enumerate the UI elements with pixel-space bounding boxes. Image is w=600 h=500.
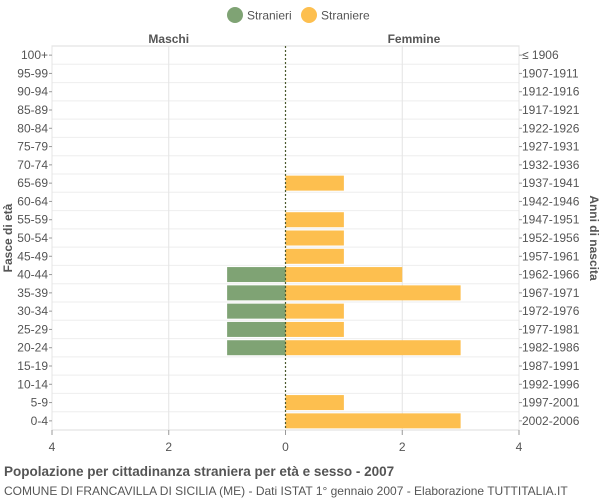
- bar-male: [227, 303, 286, 319]
- population-pyramid-chart: 4 2 0 2 4 100+ ≤ 1906 95-99 1907-1911 90-94 1912-1…: [1, 7, 600, 454]
- birth-year-label: 1922-1926: [522, 121, 580, 135]
- birth-year-label: 1977-1981: [522, 322, 580, 336]
- age-group-label: 90-94: [17, 85, 48, 99]
- legend-label-straniere: Straniere: [321, 9, 370, 23]
- age-group-label: 25-29: [17, 322, 48, 336]
- age-group-label: 30-34: [17, 304, 48, 318]
- birth-year-label: 1992-1996: [522, 377, 580, 391]
- age-group-label: 5-9: [31, 396, 49, 410]
- age-group-label: 80-84: [17, 121, 48, 135]
- birth-year-label: 1967-1971: [522, 286, 580, 300]
- age-group-label: 100+: [21, 48, 48, 62]
- bar-female: [285, 248, 344, 264]
- age-group-label: 45-49: [17, 249, 48, 263]
- bar-male: [227, 267, 286, 283]
- x-tick-label: 4: [49, 440, 56, 454]
- age-group-label: 35-39: [17, 286, 48, 300]
- legend-label-stranieri: Stranieri: [247, 9, 292, 23]
- birth-year-label: ≤ 1906: [522, 48, 559, 62]
- y-axis-label-left: Fasce di età: [1, 203, 15, 272]
- y-axis-label-right: Anni di nascita: [587, 195, 600, 281]
- birth-year-label: 1997-2001: [522, 396, 580, 410]
- chart-title: Popolazione per cittadinanza straniera p…: [4, 464, 395, 479]
- age-group-label: 0-4: [31, 414, 49, 428]
- age-group-label: 55-59: [17, 213, 48, 227]
- birth-year-label: 1952-1956: [522, 231, 580, 245]
- age-group-label: 65-69: [17, 176, 48, 190]
- birth-year-label: 1982-1986: [522, 341, 580, 355]
- birth-year-label: 1907-1911: [522, 66, 579, 80]
- birth-year-label: 1947-1951: [522, 213, 580, 227]
- bar-female: [285, 285, 461, 301]
- bar-female: [285, 395, 344, 411]
- birth-year-label: 1972-1976: [522, 304, 580, 318]
- bar-female: [285, 267, 403, 283]
- header-femmine: Femmine: [388, 32, 441, 46]
- chart-source: COMUNE DI FRANCAVILLA DI SICILIA (ME) - …: [4, 484, 568, 498]
- age-group-label: 50-54: [17, 231, 48, 245]
- bar-female: [285, 340, 461, 356]
- bar-female: [285, 413, 461, 429]
- birth-year-label: 2002-2006: [522, 414, 580, 428]
- bar-female: [285, 212, 344, 228]
- birth-year-label: 1932-1936: [522, 158, 580, 172]
- birth-year-label: 1937-1941: [522, 176, 580, 190]
- birth-year-label: 1942-1946: [522, 194, 580, 208]
- bar-female: [285, 175, 344, 191]
- x-tick-label: 2: [165, 440, 172, 454]
- age-group-label: 95-99: [17, 66, 48, 80]
- x-tick-label: 2: [399, 440, 406, 454]
- bar-male: [227, 321, 286, 337]
- birth-year-label: 1987-1991: [522, 359, 580, 373]
- age-group-label: 10-14: [17, 377, 48, 391]
- bar-female: [285, 230, 344, 246]
- legend-swatch-stranieri: [227, 7, 243, 23]
- bar-male: [227, 285, 286, 301]
- birth-year-label: 1912-1916: [522, 85, 580, 99]
- age-group-label: 85-89: [17, 103, 48, 117]
- age-group-label: 60-64: [17, 194, 48, 208]
- birth-year-label: 1927-1931: [522, 140, 580, 154]
- bar-female: [285, 321, 344, 337]
- birth-year-label: 1962-1966: [522, 268, 580, 282]
- age-group-label: 70-74: [17, 158, 48, 172]
- x-tick-label: 0: [282, 440, 289, 454]
- age-group-label: 20-24: [17, 341, 48, 355]
- birth-year-label: 1917-1921: [522, 103, 580, 117]
- age-group-label: 15-19: [17, 359, 48, 373]
- birth-year-label: 1957-1961: [522, 249, 580, 263]
- age-group-label: 75-79: [17, 140, 48, 154]
- age-group-label: 40-44: [17, 268, 48, 282]
- bar-female: [285, 303, 344, 319]
- header-maschi: Maschi: [148, 32, 189, 46]
- bar-male: [227, 340, 286, 356]
- x-tick-label: 4: [516, 440, 523, 454]
- legend-swatch-straniere: [301, 7, 317, 23]
